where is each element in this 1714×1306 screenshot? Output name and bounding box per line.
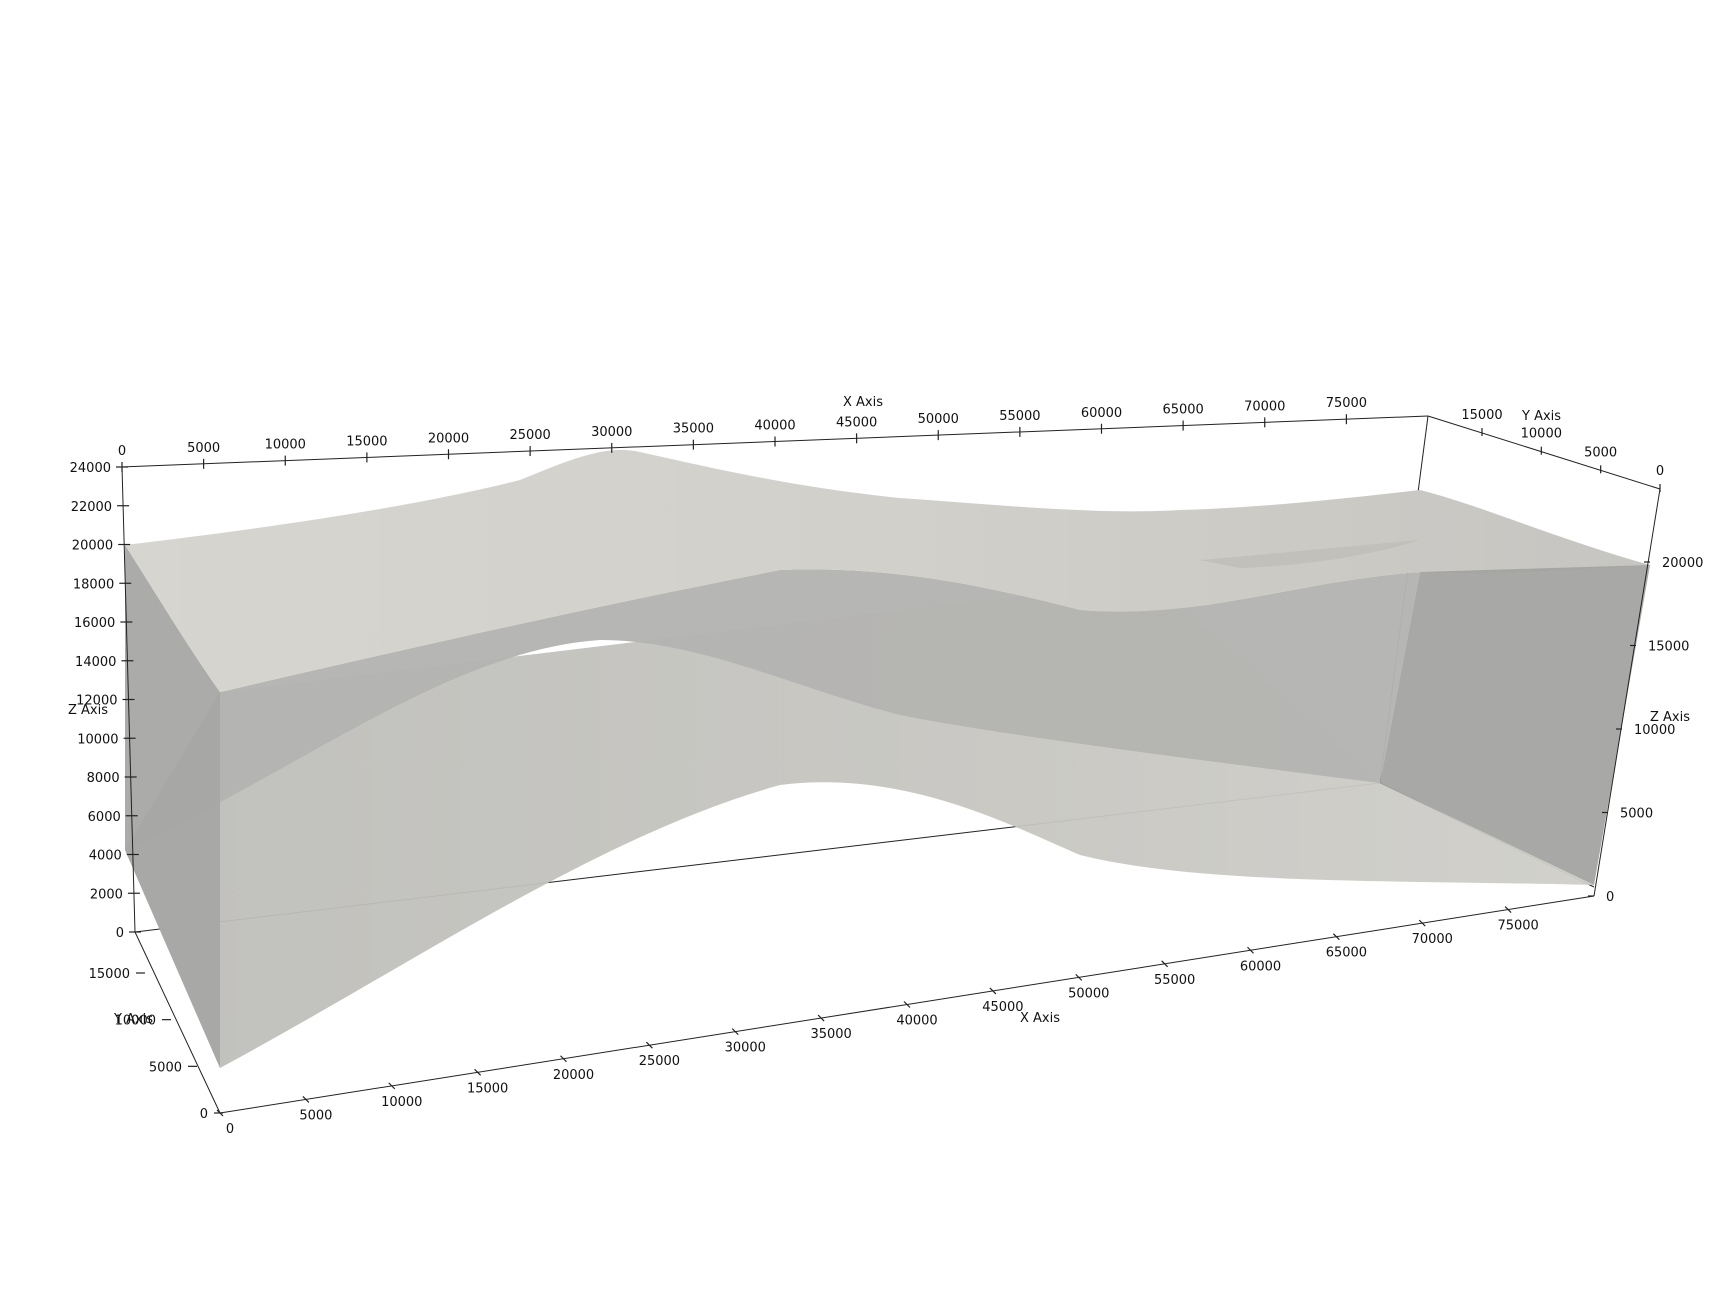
z-left-tick-label: 20000	[72, 539, 113, 554]
x-axis-bottom: 0 5000 10000 15000 20000 25000 30000 35000 40000…	[216, 906, 1539, 1137]
y-right-tick-label: 10000	[1521, 427, 1562, 442]
x-axis-title-bottom: X Axis	[1020, 1011, 1060, 1026]
right-end-face	[1380, 565, 1650, 885]
z-left-tick-label: 10000	[77, 732, 118, 747]
z-left-tick-label: 16000	[74, 616, 115, 631]
x-bottom-tick	[989, 987, 997, 995]
y-left-tick-label: 10000	[115, 1014, 156, 1029]
x-bottom-tick-label: 30000	[725, 1041, 766, 1056]
top-surface	[125, 449, 1650, 692]
x-bottom-tick	[817, 1014, 825, 1022]
x-top-tick-label: 75000	[1326, 396, 1367, 411]
geology-volume[interactable]	[125, 449, 1650, 1068]
x-bottom-tick	[1161, 960, 1169, 968]
x-top-tick-label: 10000	[265, 438, 306, 453]
x-bottom-tick-label: 40000	[896, 1014, 937, 1029]
z-left-tick-label: 8000	[87, 771, 120, 786]
z-axis-left: 0 2000 4000 6000 8000 10000 12000 14000 16000 180…	[70, 461, 141, 941]
x-bottom-tick-label: 20000	[553, 1068, 594, 1083]
x-bottom-tick-label: 25000	[639, 1054, 680, 1069]
x-top-tick-label: 45000	[836, 415, 877, 430]
x-bottom-tick-label: 60000	[1240, 959, 1281, 974]
x-bottom-tick	[731, 1028, 739, 1036]
z-left-tick-label: 22000	[71, 500, 112, 515]
y-axis-title-right: Y Axis	[1521, 409, 1561, 424]
y-left-tick-label: 5000	[149, 1060, 182, 1075]
middle-band-face	[125, 569, 1420, 850]
x-bottom-tick	[1247, 946, 1254, 954]
z-right-tick-label: 15000	[1648, 640, 1689, 655]
x-top-tick-label: 35000	[673, 422, 714, 437]
x-bottom-tick	[388, 1082, 396, 1090]
z-right-tick-label: 10000	[1634, 723, 1675, 738]
y-right-tick-label: 15000	[1461, 408, 1502, 423]
x-top-tick-label: 5000	[187, 441, 220, 456]
x-bottom-tick	[1504, 906, 1512, 913]
x-bottom-tick-label: 5000	[299, 1108, 332, 1123]
x-bottom-tick-label: 15000	[467, 1081, 508, 1096]
z-axis-right: 0 5000 10000 15000 20000	[1588, 556, 1703, 905]
x-top-tick-label: 55000	[999, 409, 1040, 424]
y-axis-title-left: Y Axis	[113, 1012, 153, 1027]
x-top-tick-label: 65000	[1162, 403, 1203, 418]
x-top-tick-label: 20000	[428, 431, 469, 446]
x-top-tick-label: 30000	[591, 425, 632, 440]
y-left-tick-label: 15000	[89, 967, 130, 982]
y-right-tick-label: 5000	[1584, 445, 1617, 460]
z-left-tick-label: 12000	[76, 694, 117, 709]
top-surface-ridge	[1200, 540, 1420, 568]
z-left-tick-label: 24000	[70, 461, 111, 476]
x-bottom-tick	[903, 1001, 911, 1008]
z-left-tick-label: 14000	[75, 655, 116, 670]
x-bottom-tick	[1075, 973, 1083, 981]
x-top-tick-label: 40000	[754, 419, 795, 434]
x-bottom-tick-label: 65000	[1326, 946, 1367, 961]
z-right-tick-label: 5000	[1620, 807, 1653, 822]
x-bottom-tick	[560, 1055, 567, 1063]
x-bottom-tick-label: 50000	[1068, 986, 1109, 1001]
z-left-tick-label: 6000	[88, 810, 121, 825]
x-bottom-tick-label: 45000	[982, 1000, 1023, 1015]
left-side-face	[125, 545, 220, 1068]
z-left-tick-label: 2000	[90, 887, 123, 902]
x-bottom-tick	[302, 1096, 310, 1103]
y-right-tick-label: 0	[1656, 464, 1664, 479]
z-left-tick-label: 0	[116, 926, 124, 941]
x-bottom-tick-label: 75000	[1497, 919, 1538, 934]
x-top-tick-label: 70000	[1244, 399, 1285, 414]
z-right-tick-label: 20000	[1662, 556, 1703, 571]
x-bottom-tick	[474, 1068, 482, 1076]
x-bottom-tick-label: 55000	[1154, 973, 1195, 988]
y-axis-right: 0 5000 10000 15000	[1461, 408, 1664, 492]
x-axis-title-top: X Axis	[843, 395, 883, 410]
x-bottom-tick-label: 0	[226, 1122, 234, 1137]
z-axis-title-right: Z Axis	[1650, 710, 1690, 725]
z-left-tick-label: 18000	[73, 577, 114, 592]
x-top-tick-label: 25000	[509, 428, 550, 443]
x-bottom-tick	[1332, 933, 1340, 941]
x-top-tick-label: 50000	[918, 412, 959, 427]
z-axis-title-left: Z Axis	[68, 703, 108, 718]
x-bottom-tick	[645, 1041, 653, 1049]
x-bottom-tick-label: 10000	[381, 1095, 422, 1110]
x-bottom-tick	[1418, 919, 1426, 927]
x-top-tick-label: 0	[118, 444, 126, 459]
x-top-tick-label: 15000	[346, 434, 387, 449]
x-bottom-tick-label: 35000	[810, 1027, 851, 1042]
z-left-tick-label: 4000	[89, 849, 122, 864]
x-top-tick-label: 60000	[1081, 406, 1122, 421]
y-axis-left: 0 5000 10000 15000	[89, 967, 223, 1122]
x-bottom-tick-label: 70000	[1412, 932, 1453, 947]
z-right-tick-label: 0	[1606, 890, 1614, 905]
x-axis-top: 0 5000 10000 15000 20000 25000 30000 35000 40000…	[118, 396, 1367, 472]
y-left-tick-label: 0	[200, 1107, 208, 1122]
